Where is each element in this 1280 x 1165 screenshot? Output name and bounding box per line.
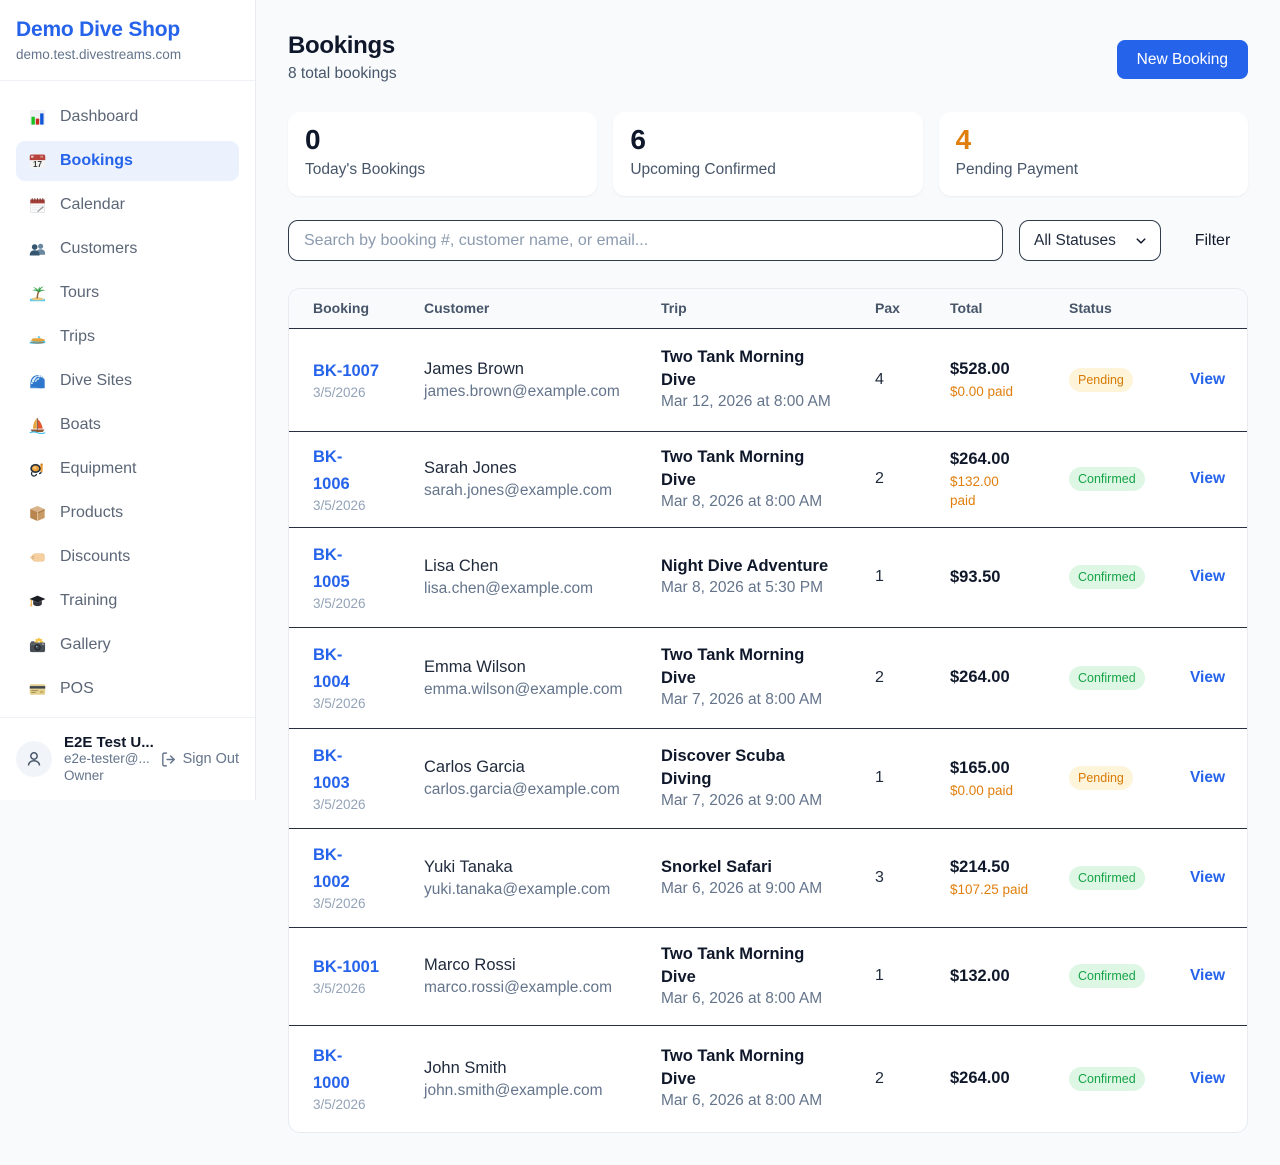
svg-text:17: 17 <box>33 159 43 168</box>
